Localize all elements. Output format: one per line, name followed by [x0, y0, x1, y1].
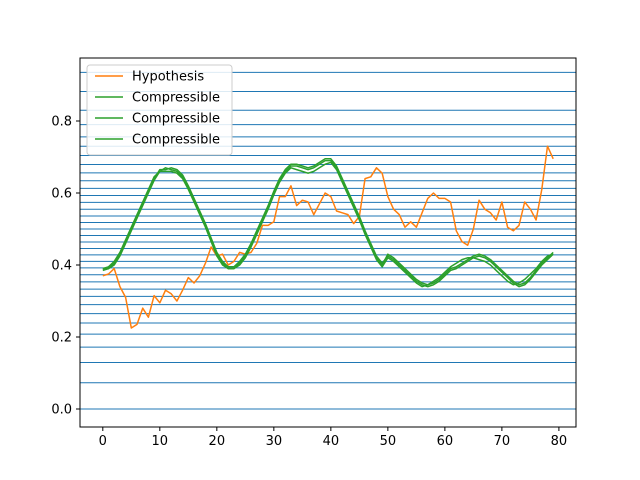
- y-tick-label-2: 0.4: [51, 259, 72, 274]
- y-tick-label-4: 0.8: [51, 115, 72, 130]
- series-line-2: [102, 158, 554, 288]
- legend-label-2: Compressible: [132, 112, 220, 127]
- x-tick-label-5: 50: [380, 434, 397, 449]
- horizontal-lines: [80, 71, 576, 410]
- legend-label-0: Hypothesis: [132, 70, 204, 85]
- y-tick-label-0: 0.0: [51, 403, 72, 418]
- plot-frame: [79, 57, 577, 428]
- series-lines: [102, 145, 554, 329]
- x-tick-label-1: 10: [152, 434, 169, 449]
- series-line-1: [102, 159, 554, 286]
- axes: [79, 57, 577, 428]
- x-tick-label-0: 0: [99, 434, 107, 449]
- x-axis-ticks: 0 10 20 30 40 50 60 70 80: [99, 427, 568, 449]
- legend: Hypothesis Compressible Compressible Compre…: [86, 64, 233, 156]
- y-axis-ticks: 0.0 0.2 0.4 0.6 0.8: [51, 115, 80, 418]
- x-tick-label-6: 60: [437, 434, 454, 449]
- legend-label-3: Compressible: [132, 133, 220, 148]
- x-tick-label-2: 20: [209, 434, 226, 449]
- legend-label-1: Compressible: [132, 91, 220, 106]
- series-line-0: [102, 145, 554, 329]
- y-tick-label-1: 0.2: [51, 331, 72, 346]
- x-tick-label-4: 40: [323, 434, 340, 449]
- legend-box: [86, 64, 233, 156]
- y-tick-label-3: 0.6: [51, 187, 72, 202]
- x-tick-label-3: 30: [266, 434, 283, 449]
- x-tick-label-7: 70: [494, 434, 511, 449]
- series-line-3: [102, 161, 554, 288]
- x-tick-label-8: 80: [551, 434, 568, 449]
